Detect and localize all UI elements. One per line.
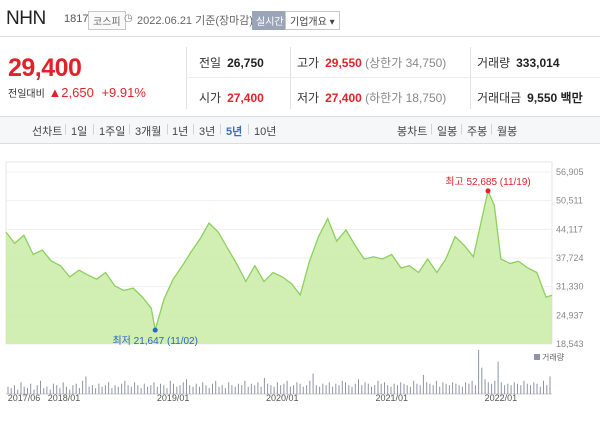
min-annotation-value: 21,647 (11/02): [134, 336, 198, 347]
open-cell: 시가 27,400: [199, 89, 264, 106]
period-1y[interactable]: 1년: [172, 126, 189, 138]
clock-icon: ◷: [124, 13, 133, 24]
y-tick-label: 31,330: [556, 282, 584, 292]
x-tick-label: 2019/01: [157, 393, 190, 403]
y-tick-label: 44,117: [556, 224, 583, 234]
open-value: 27,400: [227, 91, 264, 105]
high-cell: 고가 29,550 (상한가 34,750): [297, 54, 446, 71]
prev-close-label: 전일: [199, 56, 222, 70]
lower-limit: (하한가 18,750): [365, 91, 447, 105]
x-tick-label: 2022/01: [485, 393, 518, 403]
period-1d[interactable]: 1일: [71, 126, 88, 138]
y-tick-label: 37,724: [556, 253, 584, 263]
price-area: [6, 190, 552, 344]
divider: [290, 47, 291, 109]
market-badge: 코스피: [88, 11, 126, 30]
low-value: 27,400: [325, 91, 362, 105]
low-label: 저가: [297, 91, 320, 105]
prev-close-cell: 전일 26,750: [199, 54, 264, 71]
candle-daily[interactable]: 일봉: [437, 126, 458, 138]
line-chart-label: 선차트: [32, 126, 63, 138]
y-tick-label: 50,511: [556, 196, 583, 206]
quote-date: 2022.06.21 기준(장마감): [137, 15, 254, 27]
volume-legend-label: 거래량: [542, 352, 565, 362]
divider: [186, 77, 600, 78]
candle-weekly[interactable]: 주봉: [467, 126, 488, 138]
period-10y[interactable]: 10년: [254, 126, 277, 138]
stock-header: NHN 181710 코스피 ◷ 2022.06.21 기준(장마감) 실시간 …: [0, 0, 600, 37]
min-marker: [152, 327, 158, 333]
y-tick-label: 18,543: [556, 339, 584, 349]
change-percent: +9.91%: [101, 85, 146, 100]
candle-monthly[interactable]: 월봉: [497, 126, 518, 138]
amount-cell: 거래대금 9,550 백만: [477, 89, 583, 106]
x-tick-label: 2021/01: [375, 393, 408, 403]
volume-cell: 거래량 333,014: [477, 54, 560, 71]
period-3m[interactable]: 3개월: [135, 126, 162, 138]
x-tick-label: 2018/01: [48, 393, 81, 403]
high-label: 고가: [297, 56, 320, 70]
min-annotation: 최저 21,647 (11/02): [112, 335, 198, 347]
volume-label: 거래량: [477, 56, 511, 70]
period-3y[interactable]: 3년: [199, 126, 216, 138]
volume-legend-swatch: [534, 354, 540, 360]
max-marker: [485, 188, 491, 194]
company-info-dropdown[interactable]: 기업개요 ▾: [285, 11, 340, 30]
price-area-chart[interactable]: 56,905 50,511 44,117 37,724 31,330 24,937 18,5…: [0, 150, 600, 423]
change-row: 전일대비 ▲2,650 +9.91%: [8, 85, 146, 100]
stock-name: NHN: [6, 8, 46, 29]
min-annotation-label: 최저: [112, 335, 133, 347]
high-value: 29,550: [325, 56, 362, 70]
period-5y[interactable]: 5년: [226, 126, 243, 138]
period-1w[interactable]: 1주일: [99, 126, 126, 138]
candle-chart-label: 봉차트: [397, 126, 428, 138]
current-price: 29,400: [8, 54, 82, 82]
open-label: 시가: [199, 91, 222, 105]
y-tick-label: 24,937: [556, 310, 584, 320]
change-label: 전일대비: [8, 89, 45, 100]
max-annotation-label: 최고: [445, 176, 466, 188]
max-annotation: 최고 52,685 (11/19): [445, 176, 531, 188]
max-annotation-value: 52,685 (11/19): [466, 177, 530, 188]
volume-value: 333,014: [516, 56, 560, 70]
change-value: ▲2,650: [48, 85, 94, 100]
amount-value: 9,550 백만: [527, 91, 583, 105]
divider: [186, 47, 187, 109]
price-line: [5, 188, 553, 331]
amount-label: 거래대금: [477, 91, 522, 105]
quote-summary: 29,400 전일대비 ▲2,650 +9.91% 전일 26,750 고가 29,…: [0, 37, 600, 117]
low-cell: 저가 27,400 (하한가 18,750): [297, 89, 446, 106]
x-tick-label: 2017/06: [8, 393, 41, 403]
prev-close-value: 26,750: [227, 56, 264, 70]
upper-limit: (상한가 34,750): [365, 56, 447, 70]
divider: [470, 47, 471, 109]
chart-period-bar: 선차트 | 1일 | 1주일 | 3개월 | 1년 | 3년 | 5년 | 10…: [0, 117, 600, 144]
realtime-button[interactable]: 실시간: [252, 11, 288, 30]
x-tick-label: 2020/01: [266, 393, 299, 403]
y-tick-label: 56,905: [556, 167, 584, 177]
